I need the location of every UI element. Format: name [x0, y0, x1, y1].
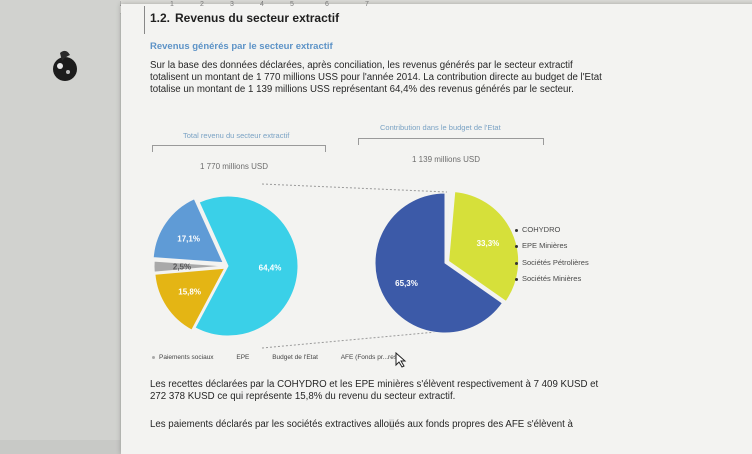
section-heading: 1.2. Revenus du secteur extractif: [150, 11, 339, 25]
paragraph-intro: Sur la base des données déclarées, après…: [150, 60, 602, 95]
legend-item: Budget de l'Etat: [272, 354, 318, 361]
legend-item: Sociétés Pétrolières: [522, 258, 589, 267]
pie-slice-0-3: [154, 267, 226, 331]
avatar-icon[interactable]: [50, 49, 80, 83]
legend-bullet-icon: [515, 244, 518, 248]
pie-value-label-0-1: 17,1%: [177, 235, 200, 244]
left-chart-bracket: [152, 145, 326, 152]
pie-slice-0-1: [152, 198, 224, 264]
ruler-mark: 6: [325, 1, 329, 8]
legend-item: AFE (Fonds pr...res): [340, 354, 400, 361]
legend-item: EPE: [236, 354, 250, 361]
subheading: Revenus générés par le secteur extractif: [150, 41, 333, 52]
pie-value-label-1-1: 33,3%: [477, 239, 500, 248]
pie-value-label-1-3: 65,3%: [395, 279, 418, 288]
left-chart-legend: Paiements sociaux EPE Budget de l'Etat A…: [152, 354, 399, 361]
left-chart-total: 1 770 millions USD: [200, 162, 269, 171]
section-number: 1.2.: [150, 11, 171, 25]
connector-bottom: [261, 330, 448, 349]
mouse-cursor-icon: [395, 352, 407, 368]
pie-value-label-0-3: 15,8%: [178, 287, 201, 296]
legend-item: EPE Minières: [522, 241, 568, 250]
pie-charts-canvas: 2,5% 17,1% 64,4% 15,8% 33,3% 65,3%: [152, 183, 520, 349]
right-legend-petrol: Sociétés Pétrolières: [515, 258, 589, 267]
paragraph-afe: Les paiements déclarés par les sociétés …: [150, 419, 620, 431]
legend-bullet-icon: [265, 356, 268, 359]
pie-slice-1-3: [374, 192, 504, 334]
legend-item: Paiements sociaux: [159, 354, 214, 361]
ruler-mark: 4: [260, 1, 264, 8]
ruler-mark: 7: [365, 1, 369, 8]
ruler-mark: 1: [170, 1, 174, 8]
right-legend-epe: EPE Minières: [515, 241, 567, 250]
pie-slice-0-0: [153, 260, 225, 273]
section-title: Revenus du secteur extractif: [175, 11, 340, 25]
legend-bullet-icon: [515, 228, 518, 232]
legend-item: Sociétés Minières: [522, 274, 582, 283]
right-legend-cohydro: COHYDRO: [515, 225, 560, 234]
text-selection[interactable]: u: [389, 419, 395, 430]
paragraph-cohydro: Les recettes déclarées par la COHYDRO et…: [150, 379, 599, 402]
legend-bullet-icon: [334, 356, 337, 359]
ruler-mark: 5: [290, 1, 294, 8]
legend-item: COHYDRO: [522, 225, 561, 234]
left-chart-title: Total revenu du secteur extractif: [183, 131, 290, 140]
right-chart-total: 1 139 millions USD: [412, 155, 481, 164]
ruler-mark: 3: [230, 1, 234, 8]
right-legend-mining: Sociétés Minières: [515, 274, 581, 283]
paragraph-afe-text-end: és aux fonds propres des AFE s'élèvent à: [394, 419, 573, 430]
ruler-mark: 2: [200, 1, 204, 8]
legend-bullet-icon: [515, 277, 518, 281]
legend-bullet-icon: [229, 356, 232, 359]
pie-value-label-0-0: 2,5%: [173, 262, 191, 271]
right-chart-title: Contribution dans le budget de l'Etat: [380, 123, 501, 132]
pie-value-label-0-2: 64,4%: [259, 263, 282, 272]
legend-bullet-icon: [515, 261, 518, 265]
text-cursor-marker: [144, 6, 145, 34]
legend-bullet-icon: [152, 355, 155, 359]
paragraph-afe-text: Les paiements déclarés par les sociétés …: [150, 419, 390, 430]
right-chart-bracket: [358, 138, 544, 145]
pie-slice-1-1: [448, 191, 520, 303]
pie-slice-0-2: [194, 195, 299, 337]
connector-top: [261, 183, 448, 193]
